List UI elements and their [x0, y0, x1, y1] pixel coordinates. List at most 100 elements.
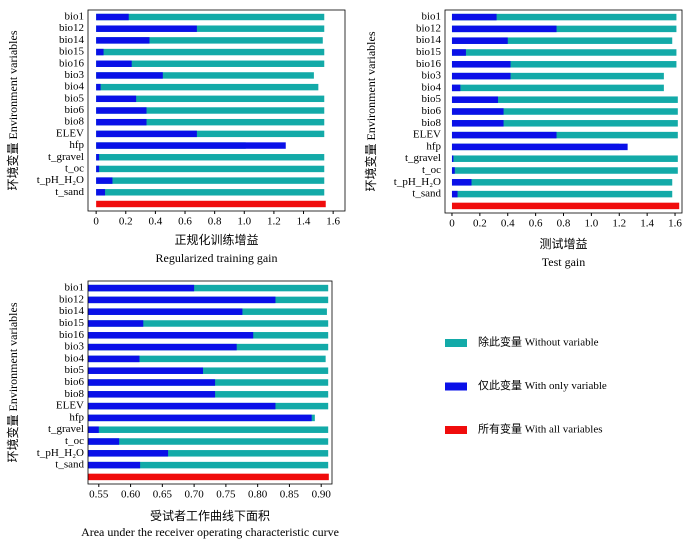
bar: [451, 96, 678, 103]
bar: [88, 438, 329, 445]
bar: [96, 72, 314, 79]
bar: [96, 130, 325, 138]
bar: [88, 284, 329, 292]
y-tick-label: bio5: [421, 93, 441, 105]
y-tick-label: bio14: [59, 34, 85, 46]
bar: [88, 414, 312, 422]
legend-swatch: [445, 339, 467, 347]
bar: [451, 179, 472, 186]
bar: [88, 379, 216, 386]
y-tick-label: bio8: [421, 117, 441, 129]
bar: [88, 367, 329, 374]
bar: [451, 167, 678, 174]
bar: [96, 83, 101, 91]
y-tick-label: bio6: [64, 376, 84, 388]
y-tick-label: bio15: [59, 46, 85, 58]
x-tick-label: 0.90: [312, 489, 332, 501]
y-tick-label: bio1: [421, 11, 441, 23]
y-tick-label: bio14: [59, 305, 85, 317]
x-tick-label: 1.0: [237, 216, 251, 228]
x-tick-label: 0.8: [208, 216, 222, 228]
y-tick-label: bio4: [421, 81, 441, 93]
bar: [451, 72, 664, 80]
y-tick-label: t_pH_H₂O: [37, 447, 84, 459]
x-axis-label: 受试者工作曲线下面积: [150, 508, 270, 523]
y-axis-label: 环境变量 Environment variables: [5, 302, 20, 462]
x-tick-label: 0.8: [557, 218, 571, 230]
x-tick-label: 0.70: [184, 489, 204, 501]
bar: [451, 61, 511, 68]
bar: [451, 120, 678, 127]
bar: [96, 165, 100, 173]
x-axis-label: Area under the receiver operating charac…: [81, 525, 339, 539]
y-axis-label: 环境变量 Environment variables: [363, 31, 378, 191]
x-axis-label: 正规化训练增益: [174, 232, 258, 247]
bar: [451, 25, 677, 33]
bar: [451, 13, 677, 21]
y-tick-label: bio16: [59, 57, 85, 69]
bar: [451, 143, 628, 151]
bar: [451, 61, 677, 68]
y-tick-label: bio14: [416, 34, 442, 46]
bar: [451, 179, 673, 186]
x-tick-label: 0: [93, 216, 99, 228]
x-tick-label: 0.75: [216, 489, 236, 501]
bar: [96, 189, 325, 196]
bar: [451, 72, 511, 80]
bar: [96, 25, 325, 32]
bar: [451, 190, 673, 198]
y-tick-label: t_sand: [55, 186, 84, 198]
x-axis-label: 测试增益: [539, 236, 587, 251]
y-tick-label: bio3: [64, 69, 84, 81]
x-tick-label: 0.6: [178, 216, 192, 228]
bar: [88, 473, 329, 481]
bar: [96, 107, 147, 114]
bar: [451, 84, 461, 92]
legend-label: 仅此变量 With only variable: [478, 378, 607, 392]
bar: [451, 37, 508, 44]
y-tick-label: bio5: [64, 92, 84, 104]
bar: [96, 48, 104, 56]
y-tick-label: t_oc: [422, 164, 441, 176]
bar: [96, 107, 325, 114]
bar: [96, 142, 286, 149]
bar: [451, 49, 466, 56]
x-tick-label: 0: [449, 218, 455, 230]
bar: [96, 154, 325, 161]
bar: [96, 13, 129, 21]
bar: [96, 60, 325, 67]
x-tick-label: 1.6: [668, 218, 682, 230]
x-tick-label: 1.4: [297, 216, 311, 228]
bar: [96, 200, 326, 208]
x-tick-label: 0.85: [280, 489, 300, 501]
y-tick-label: t_sand: [412, 188, 441, 200]
y-tick-label: bio5: [64, 364, 84, 376]
x-tick-label: 1.4: [640, 218, 654, 230]
y-tick-label: bio8: [64, 388, 84, 400]
y-tick-label: t_oc: [65, 162, 84, 174]
bar: [451, 131, 557, 139]
y-tick-label: ELEV: [413, 129, 441, 141]
bar: [88, 355, 140, 363]
bar: [88, 320, 329, 327]
x-axis-label: Regularized training gain: [156, 251, 278, 265]
bar: [451, 108, 678, 115]
bar: [88, 296, 276, 304]
plot-frame: [87, 280, 333, 485]
bar: [88, 402, 276, 410]
plot-frame: [87, 9, 346, 212]
bar: [96, 154, 100, 161]
bar: [451, 84, 664, 92]
x-tick-label: 1.6: [326, 216, 340, 228]
bar: [88, 438, 120, 445]
y-tick-label: bio4: [64, 81, 84, 93]
bar: [96, 83, 319, 91]
bar: [451, 167, 455, 174]
bar: [96, 95, 137, 103]
y-tick-label: bio3: [64, 341, 84, 353]
bar: [451, 120, 504, 127]
bar: [96, 165, 325, 173]
legend-swatch: [445, 426, 467, 434]
y-tick-label: bio12: [59, 22, 84, 34]
y-tick-label: ELEV: [56, 127, 84, 139]
